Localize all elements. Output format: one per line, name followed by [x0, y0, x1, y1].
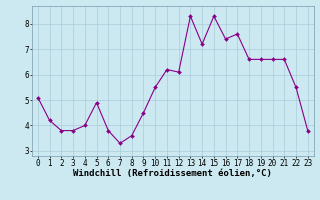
X-axis label: Windchill (Refroidissement éolien,°C): Windchill (Refroidissement éolien,°C)	[73, 169, 272, 178]
